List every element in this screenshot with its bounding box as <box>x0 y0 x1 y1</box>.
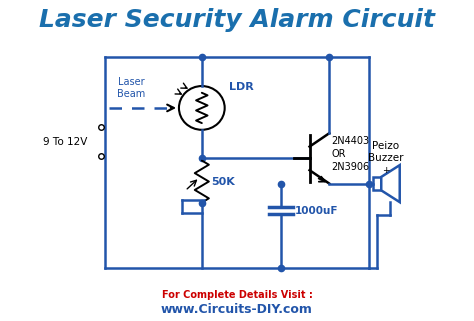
Text: 50K: 50K <box>211 177 235 187</box>
Text: Laser
Beam: Laser Beam <box>118 77 146 99</box>
Text: www.Circuits-DIY.com: www.Circuits-DIY.com <box>161 303 313 316</box>
Text: LDR: LDR <box>229 82 254 92</box>
Text: 9 To 12V: 9 To 12V <box>43 136 88 147</box>
Polygon shape <box>381 165 400 202</box>
Text: 2N4403
OR
2N3906: 2N4403 OR 2N3906 <box>331 136 370 172</box>
Text: Peizo
Buzzer: Peizo Buzzer <box>368 141 403 163</box>
Bar <box>374 177 381 190</box>
Text: For Complete Details Visit :: For Complete Details Visit : <box>162 290 312 300</box>
Text: Laser Security Alarm Circuit: Laser Security Alarm Circuit <box>39 8 435 31</box>
Text: +: + <box>382 166 390 175</box>
Text: 1000uF: 1000uF <box>295 205 338 215</box>
